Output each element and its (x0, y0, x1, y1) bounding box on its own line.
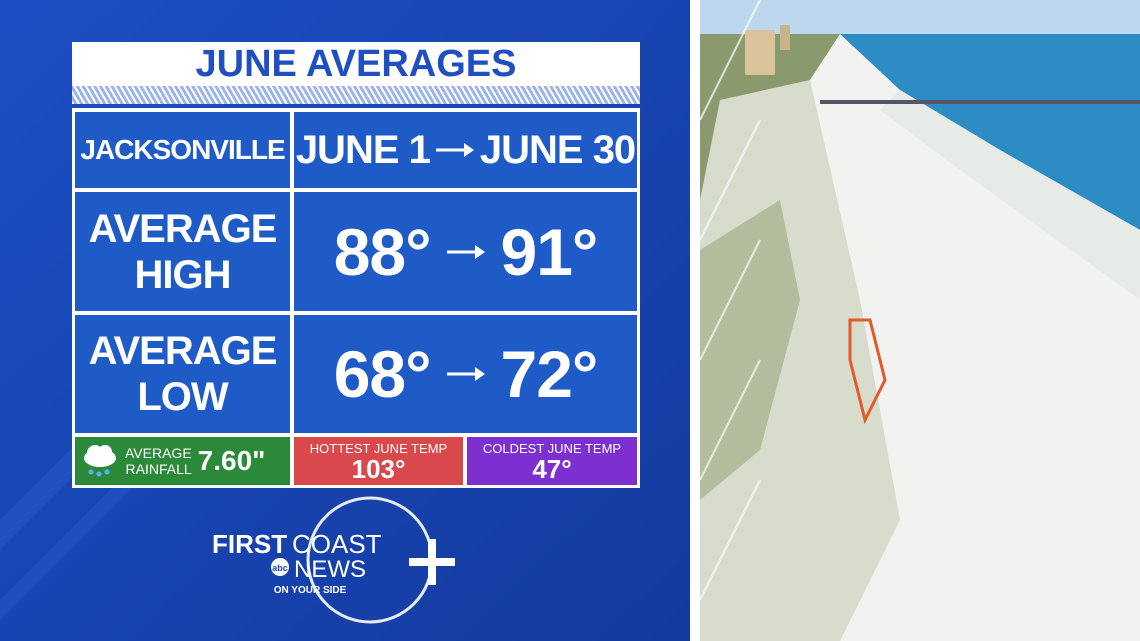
divider (690, 0, 700, 641)
coldest-box: COLDEST JUNE TEMP 47° (467, 437, 637, 485)
rainfall-value: 7.60" (197, 445, 266, 476)
label-line: AVERAGE (88, 329, 278, 373)
title-hatch (72, 86, 640, 104)
label-line: AVERAGE (125, 445, 192, 461)
location: JACKSONVILLE (75, 112, 290, 188)
arrow (435, 143, 474, 157)
logo-first: FIRST (212, 529, 287, 559)
logo: FIRST COAST abc NEWS ON YOUR SIDE (212, 496, 455, 624)
hottest-box: HOTTEST JUNE TEMP 103° (294, 437, 463, 485)
row-label: AVERAGE HIGH (75, 192, 290, 311)
date-range: JUNE 1 JUNE 30 (294, 112, 637, 188)
logo-coast: COAST (292, 529, 382, 559)
temp-range: 88° 91° (294, 192, 637, 311)
arrow (446, 244, 485, 259)
temp: 91° (500, 214, 599, 289)
arrow (446, 367, 485, 381)
label-line: RAINFALL (125, 461, 192, 477)
end-date: JUNE 30 (479, 127, 636, 172)
rainfall-label: AVERAGE RAINFALL (125, 445, 192, 477)
beach-photo (700, 0, 1140, 641)
temp: 88° (333, 214, 432, 289)
temp: 68° (333, 337, 432, 411)
stat-label: COLDEST JUNE TEMP (482, 440, 622, 456)
logo-news: NEWS (294, 556, 366, 583)
start-date: JUNE 1 (295, 127, 431, 172)
label-line: LOW (137, 375, 228, 419)
logo-network: abc (272, 563, 288, 573)
temp-range: 68° 72° (294, 315, 637, 433)
stat-value: 103° (351, 453, 406, 484)
title: JUNE AVERAGES (72, 42, 640, 86)
row-label: AVERAGE LOW (75, 315, 290, 433)
label-line: AVERAGE (88, 206, 278, 251)
rain-icon (84, 445, 116, 477)
logo-tagline: ON YOUR SIDE (274, 585, 347, 596)
temp: 72° (500, 337, 599, 411)
label-line: HIGH (134, 252, 232, 297)
rainfall-box: AVERAGE RAINFALL 7.60" (75, 437, 290, 485)
stat-value: 47° (532, 453, 572, 484)
stat-label: HOTTEST JUNE TEMP (309, 440, 448, 456)
